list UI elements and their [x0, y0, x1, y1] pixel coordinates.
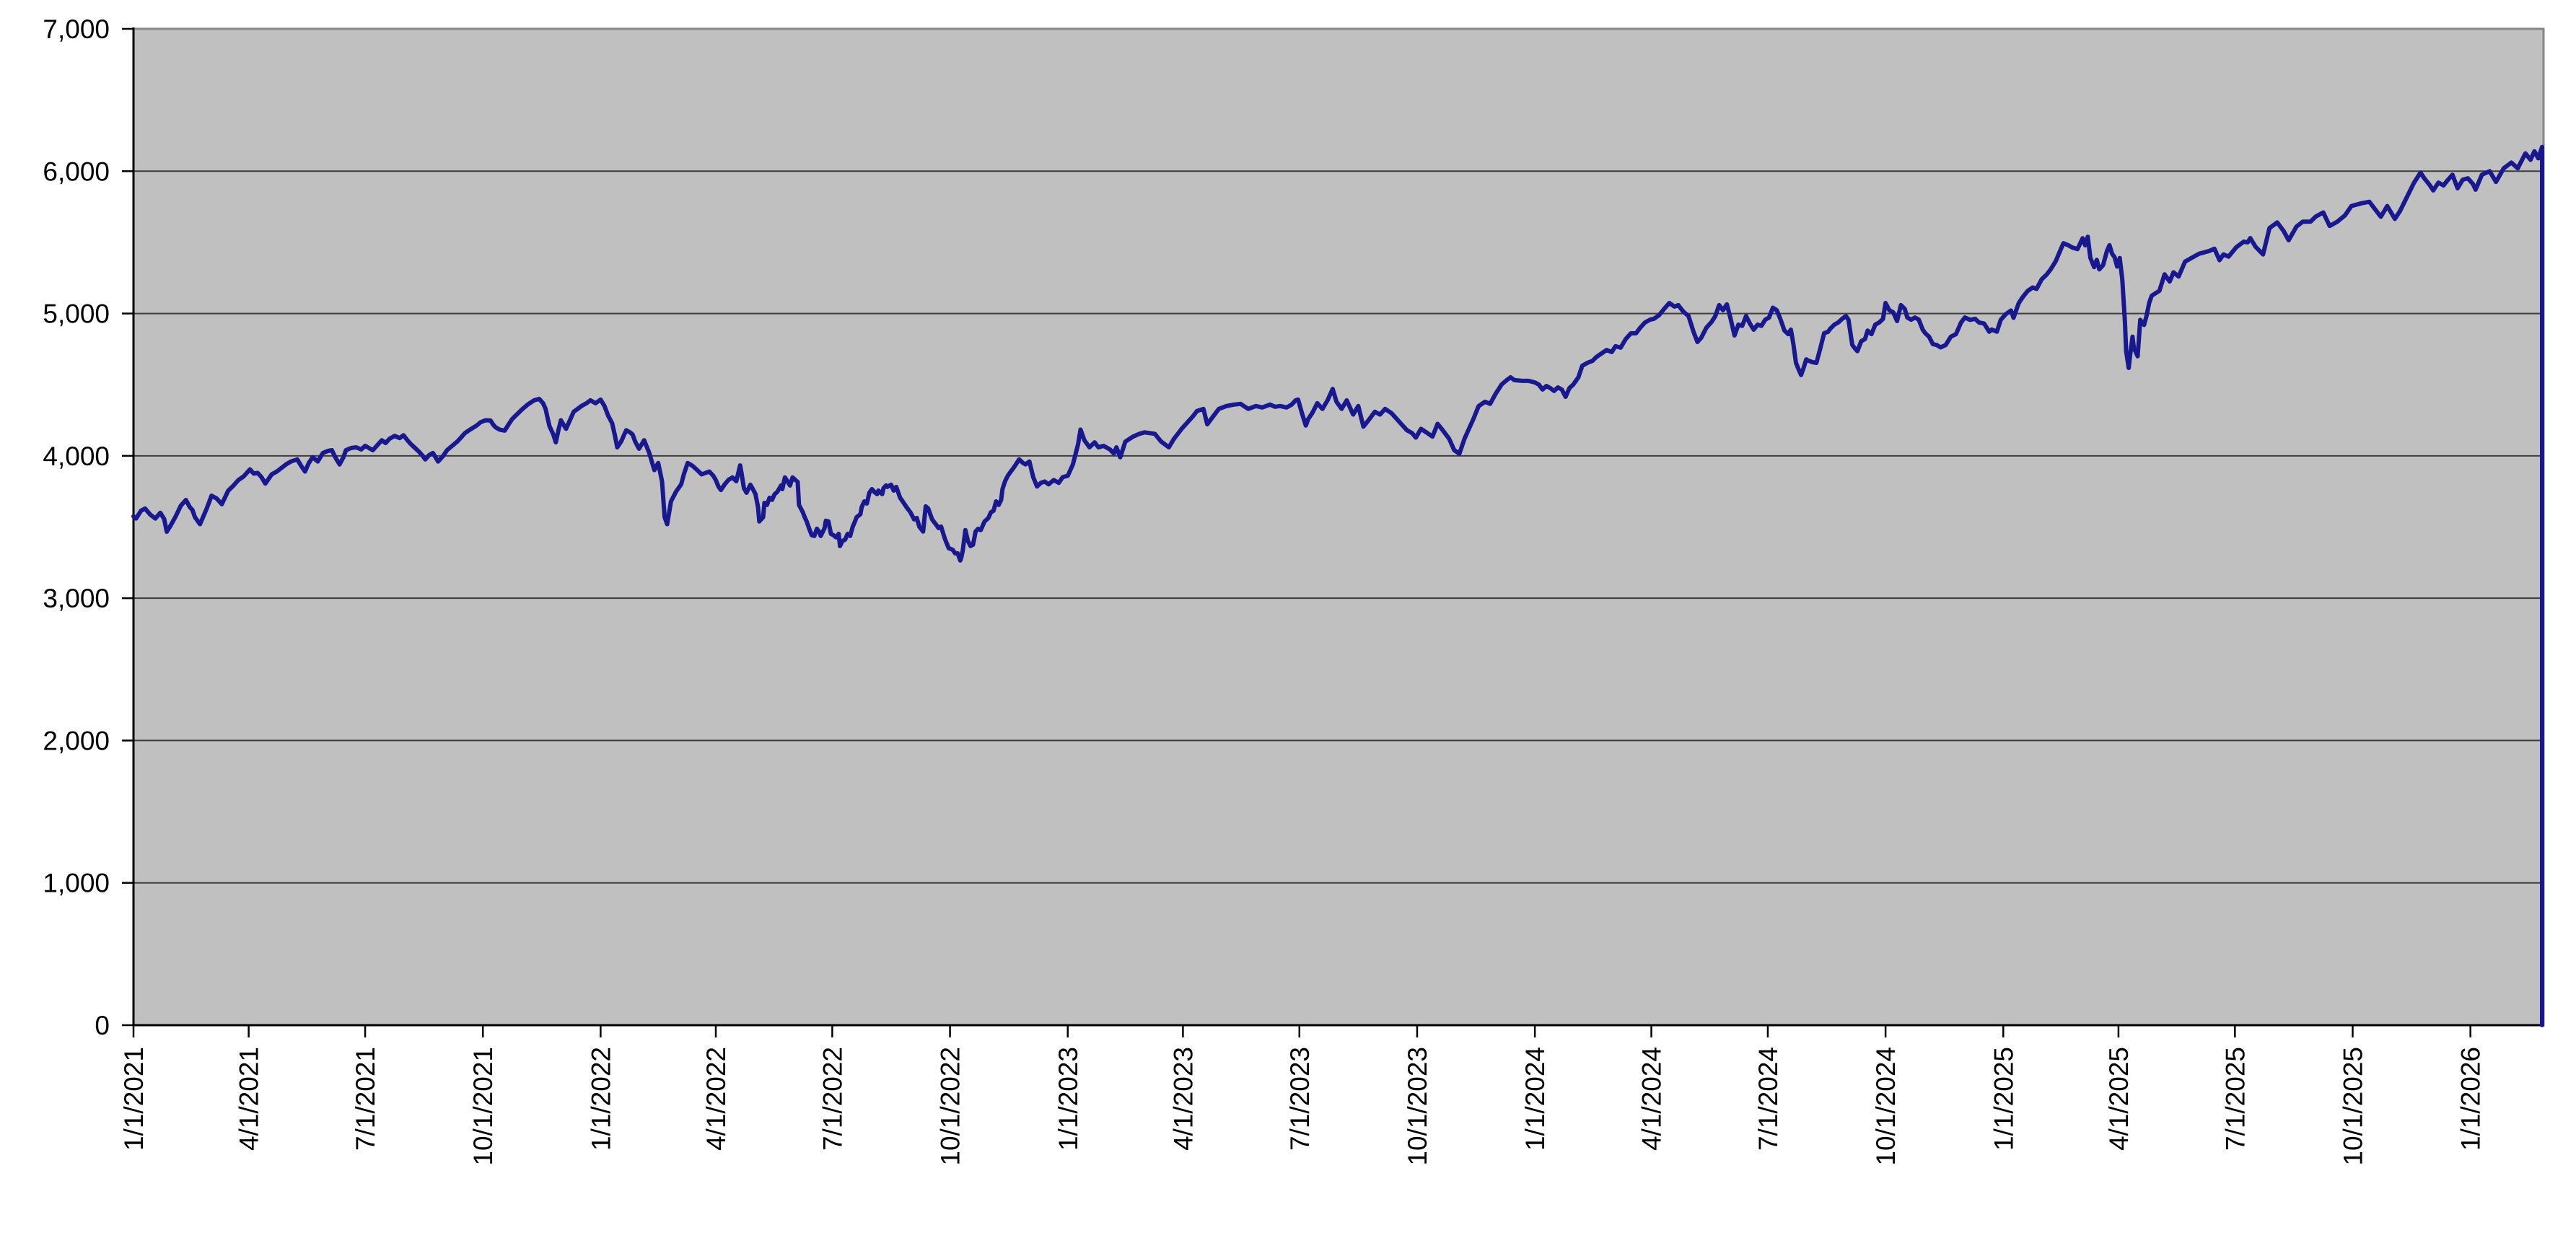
x-tick-label: 10/1/2021 — [468, 1047, 498, 1166]
price-series-line — [131, 144, 2544, 1027]
x-tick-label: 1/1/2023 — [1053, 1047, 1083, 1151]
x-tick-label: 10/1/2025 — [2339, 1047, 2368, 1166]
y-tick-label: 5,000 — [43, 299, 110, 329]
y-tick-label: 7,000 — [43, 14, 110, 44]
x-tick-label: 10/1/2022 — [936, 1047, 965, 1166]
y-tick-label: 4,000 — [43, 442, 110, 471]
y-tick-label: 0 — [95, 1011, 110, 1040]
x-tick-label: 7/1/2025 — [2220, 1047, 2250, 1151]
x-tick-label: 4/1/2021 — [235, 1047, 264, 1151]
x-tick-label: 7/1/2024 — [1753, 1047, 1783, 1151]
y-tick-label: 2,000 — [43, 726, 110, 755]
x-tick-label: 4/1/2023 — [1168, 1047, 1198, 1151]
x-tick-label: 4/1/2022 — [701, 1047, 731, 1151]
x-tick-label: 10/1/2023 — [1403, 1047, 1432, 1166]
x-tick-label: 7/1/2022 — [818, 1047, 847, 1151]
x-tick-label: 1/1/2024 — [1520, 1047, 1550, 1151]
y-tick-label: 3,000 — [43, 584, 110, 613]
x-tick-label: 1/1/2025 — [1989, 1047, 2018, 1151]
x-tick-label: 1/1/2026 — [2456, 1047, 2486, 1151]
x-tick-label: 1/1/2021 — [119, 1047, 149, 1151]
x-tick-label: 1/1/2022 — [586, 1047, 615, 1151]
x-tick-label: 7/1/2023 — [1285, 1047, 1315, 1151]
y-tick-label: 1,000 — [43, 869, 110, 898]
x-tick-label: 4/1/2024 — [1637, 1047, 1667, 1151]
x-tick-label: 10/1/2024 — [1871, 1047, 1901, 1166]
y-tick-label: 6,000 — [43, 157, 110, 186]
plot-area — [133, 29, 2544, 1025]
x-tick-label: 7/1/2021 — [351, 1047, 380, 1151]
x-tick-label: 4/1/2025 — [2104, 1047, 2134, 1151]
